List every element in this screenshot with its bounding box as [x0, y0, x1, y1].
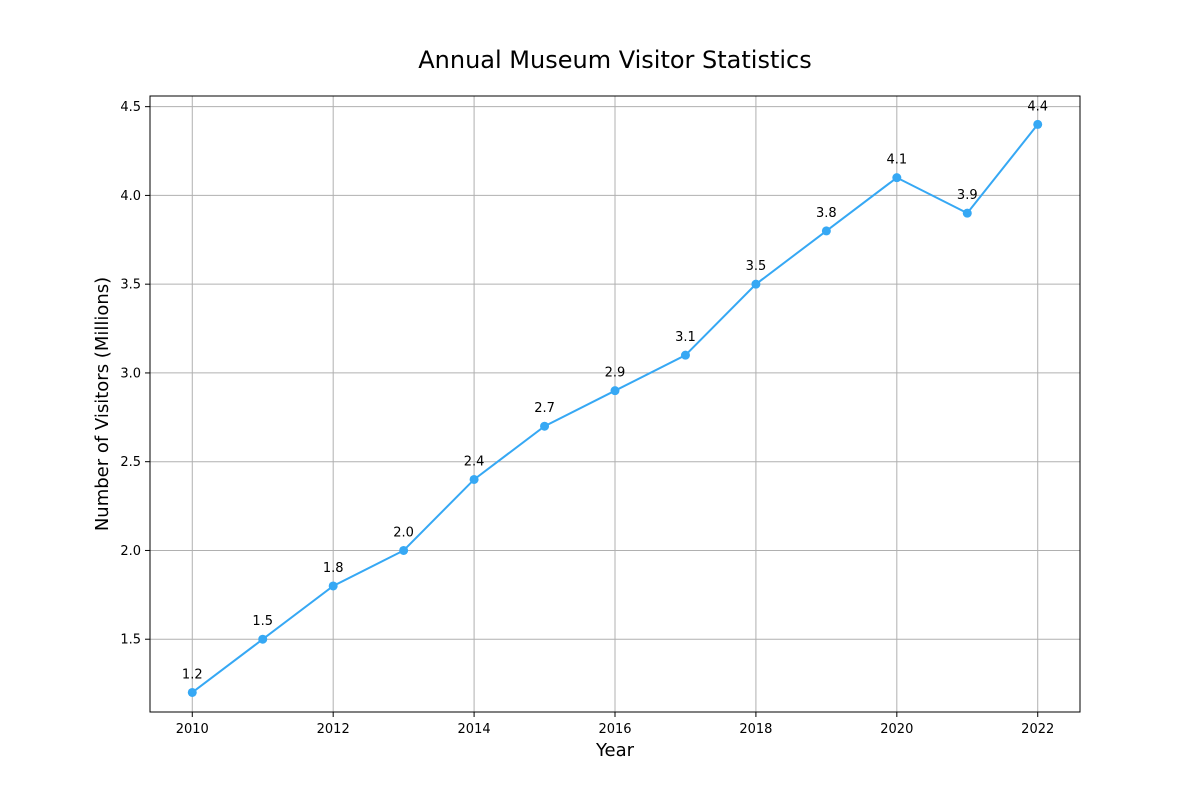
- data-point: [540, 421, 550, 431]
- data-series: [187, 119, 1043, 697]
- x-tick-label: 2018: [739, 722, 772, 737]
- data-point: [680, 350, 690, 360]
- x-tick-label: 2012: [317, 722, 350, 737]
- data-point: [751, 279, 761, 289]
- data-point: [1033, 119, 1043, 129]
- y-axis-title: Number of Visitors (Millions): [92, 277, 113, 531]
- data-label: 3.5: [746, 259, 767, 274]
- y-tick-label: 4.5: [120, 100, 141, 115]
- x-axis-title: Year: [595, 740, 635, 761]
- data-label: 4.4: [1027, 99, 1048, 114]
- y-tick-label: 1.5: [120, 633, 141, 648]
- data-label: 3.9: [957, 188, 978, 203]
- data-point: [962, 208, 972, 218]
- x-tick-label: 2022: [1021, 722, 1054, 737]
- data-point: [469, 474, 479, 484]
- data-label: 1.8: [323, 561, 344, 576]
- data-label: 3.1: [675, 330, 696, 345]
- data-point: [892, 173, 902, 183]
- data-labels: 1.2 1.5 1.8 2.0 2.4 2.7 2.9 3.1 3.5 3.8 4.1 3.9 4.4: [182, 99, 1048, 682]
- data-label: 1.2: [182, 667, 203, 682]
- y-tick-label: 4.0: [120, 189, 141, 204]
- data-point: [399, 545, 409, 555]
- grid-lines: [150, 96, 1080, 712]
- data-point: [187, 687, 197, 697]
- data-label: 2.0: [393, 525, 414, 540]
- data-point: [258, 634, 268, 644]
- chart-title: Annual Museum Visitor Statistics: [418, 46, 812, 74]
- data-point: [328, 581, 338, 591]
- x-tick-label: 2020: [880, 722, 913, 737]
- y-tick-label: 2.0: [120, 544, 141, 559]
- data-label: 2.4: [464, 454, 485, 469]
- data-label: 2.9: [605, 366, 626, 381]
- data-label: 3.8: [816, 206, 837, 221]
- y-tick-label: 3.5: [120, 278, 141, 293]
- axis-ticks: 2010 2012 2014 2016 2018 2020 2022 1.5 2.0 2.5 3.0…: [120, 100, 1054, 737]
- data-label: 4.1: [886, 153, 907, 168]
- x-tick-label: 2010: [176, 722, 209, 737]
- data-point: [610, 386, 620, 396]
- data-label: 2.7: [534, 401, 555, 416]
- y-tick-label: 3.0: [120, 366, 141, 381]
- data-label: 1.5: [252, 614, 273, 629]
- y-tick-label: 2.5: [120, 455, 141, 470]
- x-tick-label: 2016: [598, 722, 631, 737]
- x-tick-label: 2014: [458, 722, 491, 737]
- data-point: [821, 226, 831, 236]
